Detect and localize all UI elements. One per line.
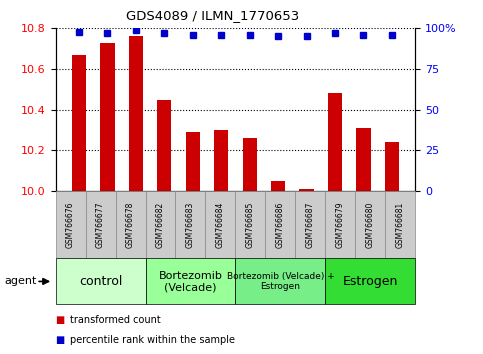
Text: GSM766684: GSM766684: [216, 201, 225, 248]
Text: GSM766681: GSM766681: [396, 202, 405, 248]
Bar: [214, 130, 228, 191]
Text: GSM766682: GSM766682: [156, 202, 165, 248]
Text: GSM766677: GSM766677: [96, 201, 105, 248]
Bar: [145, 191, 175, 258]
Text: transformed count: transformed count: [70, 315, 161, 325]
Text: Bortezomib (Velcade) +
Estrogen: Bortezomib (Velcade) + Estrogen: [227, 272, 334, 291]
Bar: [56, 258, 145, 304]
Bar: [145, 258, 236, 304]
Bar: [266, 191, 296, 258]
Bar: [299, 189, 313, 191]
Bar: [56, 191, 85, 258]
Bar: [328, 93, 342, 191]
Bar: [356, 128, 370, 191]
Bar: [185, 132, 200, 191]
Bar: [236, 191, 266, 258]
Text: GSM766686: GSM766686: [276, 201, 285, 248]
Text: Estrogen: Estrogen: [343, 275, 398, 288]
Bar: [385, 142, 399, 191]
Text: GDS4089 / ILMN_1770653: GDS4089 / ILMN_1770653: [126, 9, 299, 22]
Text: agent: agent: [5, 276, 37, 286]
Text: GSM766683: GSM766683: [186, 201, 195, 248]
Text: ■: ■: [56, 315, 65, 325]
Bar: [100, 42, 114, 191]
Bar: [242, 138, 257, 191]
Text: Bortezomib
(Velcade): Bortezomib (Velcade): [158, 270, 222, 292]
Text: GSM766678: GSM766678: [126, 201, 135, 248]
Text: GSM766685: GSM766685: [246, 201, 255, 248]
Bar: [157, 99, 171, 191]
Bar: [271, 181, 285, 191]
Bar: [326, 191, 355, 258]
Bar: [115, 191, 145, 258]
Text: percentile rank within the sample: percentile rank within the sample: [70, 335, 235, 345]
Bar: [326, 258, 415, 304]
Text: ■: ■: [56, 335, 65, 345]
Bar: [85, 191, 115, 258]
Bar: [355, 191, 385, 258]
Bar: [129, 36, 143, 191]
Bar: [385, 191, 415, 258]
Bar: [236, 258, 326, 304]
Bar: [205, 191, 236, 258]
Text: GSM766680: GSM766680: [366, 201, 375, 248]
Text: GSM766679: GSM766679: [336, 201, 345, 248]
Bar: [175, 191, 205, 258]
Bar: [296, 191, 326, 258]
Text: GSM766676: GSM766676: [66, 201, 75, 248]
Text: GSM766687: GSM766687: [306, 201, 315, 248]
Text: control: control: [79, 275, 122, 288]
Bar: [72, 55, 86, 191]
